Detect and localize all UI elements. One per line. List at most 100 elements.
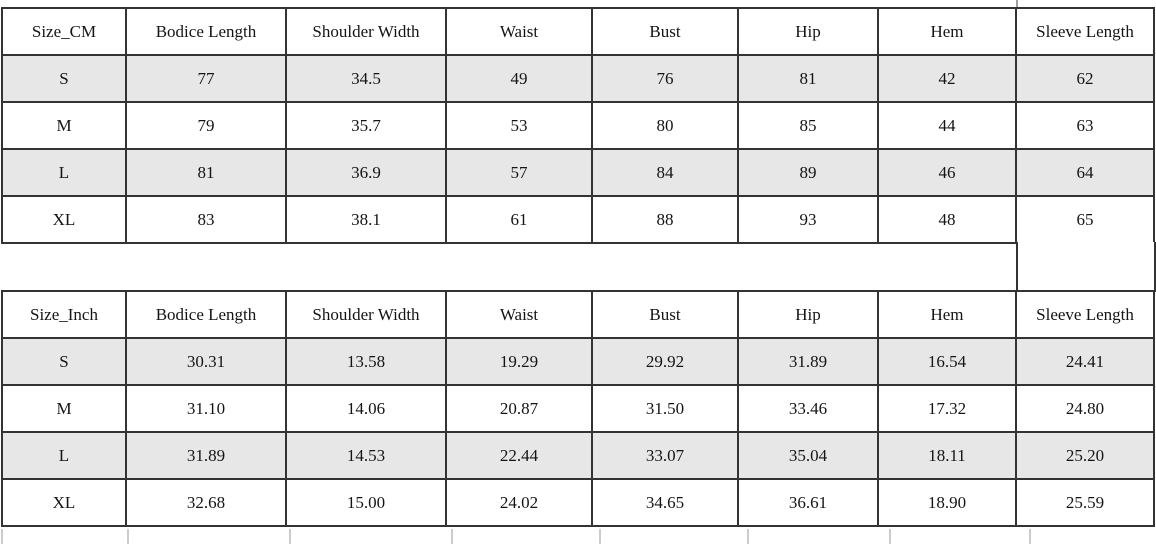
- header-cell: Size_CM: [1, 7, 127, 56]
- header-cell: Shoulder Width: [285, 7, 447, 56]
- grid-stub-bottom-icon: [1029, 529, 1031, 544]
- value-cell: 24.80: [1015, 384, 1155, 433]
- value-cell: 34.5: [285, 54, 447, 103]
- grid-stub-bottom-icon: [451, 529, 453, 544]
- header-cell: Hip: [737, 7, 879, 56]
- header-row: Size_CM Bodice Length Shoulder Width Waist B…: [1, 7, 1155, 56]
- value-cell: 57: [445, 148, 593, 197]
- value-cell: 42: [877, 54, 1017, 103]
- value-cell: 20.87: [445, 384, 593, 433]
- grid-stub-bottom-icon: [889, 529, 891, 544]
- size-cell: XL: [1, 478, 127, 527]
- grid-stub-bottom-icon: [289, 529, 291, 544]
- grid-stub-bottom-icon: [1, 529, 3, 544]
- value-cell: 36.9: [285, 148, 447, 197]
- table-row: L 81 36.9 57 84 89 46 64: [1, 148, 1155, 197]
- value-cell: 14.53: [285, 431, 447, 480]
- table-row: M 79 35.7 53 80 85 44 63: [1, 101, 1155, 150]
- size-cell: L: [1, 431, 127, 480]
- value-cell: 80: [591, 101, 739, 150]
- value-cell: 44: [877, 101, 1017, 150]
- header-cell: Hem: [877, 7, 1017, 56]
- header-cell: Hip: [737, 290, 879, 339]
- header-cell: Sleeve Length: [1015, 290, 1155, 339]
- header-cell: Waist: [445, 7, 593, 56]
- value-cell: 24.41: [1015, 337, 1155, 386]
- value-cell: 77: [125, 54, 287, 103]
- value-cell: 62: [1015, 54, 1155, 103]
- header-cell: Hem: [877, 290, 1017, 339]
- value-cell: 38.1: [285, 195, 447, 244]
- value-cell: 89: [737, 148, 879, 197]
- value-cell: 85: [737, 101, 879, 150]
- value-cell: 64: [1015, 148, 1155, 197]
- grid-stub-bottom-icon: [127, 529, 129, 544]
- value-cell: 33.46: [737, 384, 879, 433]
- grid-stub-bottom-icon: [747, 529, 749, 544]
- size-cell: M: [1, 384, 127, 433]
- value-cell: 49: [445, 54, 593, 103]
- value-cell: 31.50: [591, 384, 739, 433]
- gap-cell: [1016, 242, 1156, 292]
- size-cell: S: [1, 54, 127, 103]
- grid-stub-top-icon: [1016, 0, 1018, 9]
- header-cell: Bust: [591, 7, 739, 56]
- value-cell: 15.00: [285, 478, 447, 527]
- size-cell: M: [1, 101, 127, 150]
- table-row: S 77 34.5 49 76 81 42 62: [1, 54, 1155, 103]
- value-cell: 17.32: [877, 384, 1017, 433]
- value-cell: 14.06: [285, 384, 447, 433]
- value-cell: 53: [445, 101, 593, 150]
- table-row: S 30.31 13.58 19.29 29.92 31.89 16.54 24.41: [1, 337, 1155, 386]
- value-cell: 31.10: [125, 384, 287, 433]
- value-cell: 19.29: [445, 337, 593, 386]
- value-cell: 31.89: [737, 337, 879, 386]
- value-cell: 46: [877, 148, 1017, 197]
- value-cell: 81: [125, 148, 287, 197]
- header-cell: Bust: [591, 290, 739, 339]
- value-cell: 81: [737, 54, 879, 103]
- value-cell: 31.89: [125, 431, 287, 480]
- value-cell: 88: [591, 195, 739, 244]
- header-row: Size_Inch Bodice Length Shoulder Width Wais…: [1, 290, 1155, 339]
- value-cell: 83: [125, 195, 287, 244]
- header-cell: Size_Inch: [1, 290, 127, 339]
- value-cell: 79: [125, 101, 287, 150]
- value-cell: 65: [1015, 195, 1155, 244]
- value-cell: 61: [445, 195, 593, 244]
- size-table-inch: Size_Inch Bodice Length Shoulder Width Wais…: [1, 290, 1155, 527]
- value-cell: 24.02: [445, 478, 593, 527]
- size-cell: S: [1, 337, 127, 386]
- value-cell: 48: [877, 195, 1017, 244]
- table-row: L 31.89 14.53 22.44 33.07 35.04 18.11 25.20: [1, 431, 1155, 480]
- value-cell: 36.61: [737, 478, 879, 527]
- size-cell: L: [1, 148, 127, 197]
- header-cell: Sleeve Length: [1015, 7, 1155, 56]
- value-cell: 13.58: [285, 337, 447, 386]
- value-cell: 25.20: [1015, 431, 1155, 480]
- value-cell: 25.59: [1015, 478, 1155, 527]
- value-cell: 18.11: [877, 431, 1017, 480]
- value-cell: 93: [737, 195, 879, 244]
- value-cell: 16.54: [877, 337, 1017, 386]
- table-row: XL 83 38.1 61 88 93 48 65: [1, 195, 1155, 244]
- value-cell: 84: [591, 148, 739, 197]
- value-cell: 33.07: [591, 431, 739, 480]
- value-cell: 63: [1015, 101, 1155, 150]
- value-cell: 35.04: [737, 431, 879, 480]
- value-cell: 32.68: [125, 478, 287, 527]
- value-cell: 30.31: [125, 337, 287, 386]
- value-cell: 18.90: [877, 478, 1017, 527]
- header-cell: Shoulder Width: [285, 290, 447, 339]
- value-cell: 22.44: [445, 431, 593, 480]
- header-cell: Waist: [445, 290, 593, 339]
- size-table-cm: Size_CM Bodice Length Shoulder Width Waist B…: [1, 7, 1155, 244]
- value-cell: 34.65: [591, 478, 739, 527]
- header-cell: Bodice Length: [125, 290, 287, 339]
- header-cell: Bodice Length: [125, 7, 287, 56]
- grid-stub-bottom-icon: [599, 529, 601, 544]
- table-row: M 31.10 14.06 20.87 31.50 33.46 17.32 24.80: [1, 384, 1155, 433]
- value-cell: 35.7: [285, 101, 447, 150]
- table-row: XL 32.68 15.00 24.02 34.65 36.61 18.90 25.59: [1, 478, 1155, 527]
